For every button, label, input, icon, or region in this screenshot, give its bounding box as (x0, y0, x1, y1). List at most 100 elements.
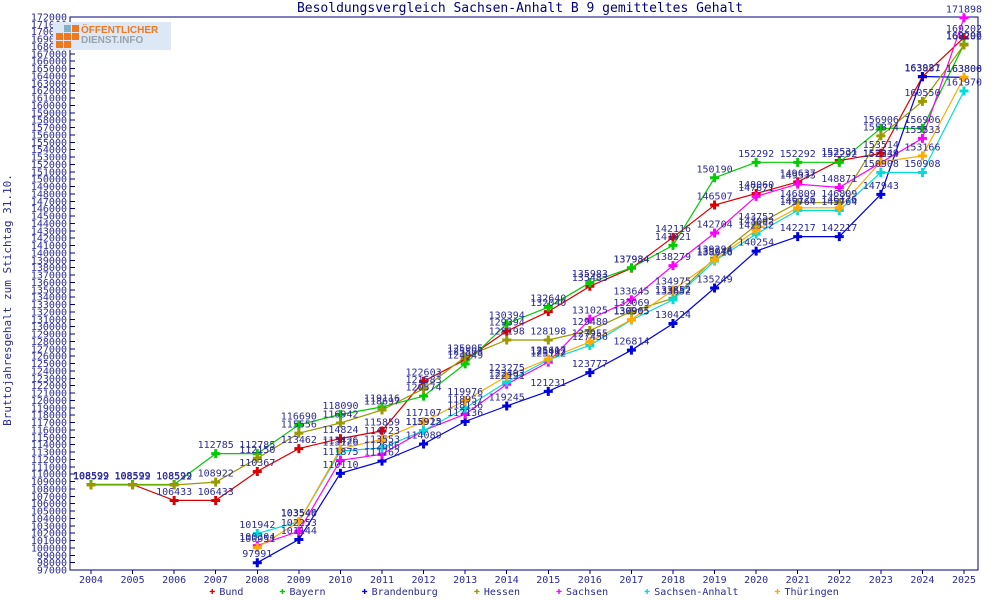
point-value-label: 137984 (613, 254, 649, 265)
series-line-bayern (91, 44, 965, 486)
y-tick-label: 116000 (31, 425, 67, 436)
point-marker (876, 123, 886, 133)
point-value-label: 111875 (322, 447, 358, 458)
point-value-label: 97991 (242, 549, 272, 560)
point-value-label: 106433 (156, 487, 192, 498)
y-tick-label: 120000 (31, 396, 67, 407)
point-marker (294, 444, 304, 454)
x-tick-label: 2023 (869, 575, 893, 586)
legend-label: Hessen (483, 586, 520, 598)
point-marker (876, 131, 886, 141)
point-marker (252, 529, 262, 539)
y-tick-label: 163000 (31, 79, 67, 90)
point-value-label: 102253 (281, 518, 317, 529)
point-value-label: 130965 (613, 306, 649, 317)
point-value-label: 143752 (738, 212, 774, 223)
point-value-label: 127456 (572, 332, 608, 343)
point-marker (377, 426, 387, 436)
point-value-label: 112150 (239, 445, 275, 456)
point-value-label: 132040 (530, 298, 566, 309)
point-marker (294, 420, 304, 430)
point-value-label: 152349 (863, 148, 899, 159)
legend-marker-icon: ✚ (644, 586, 651, 597)
legend-item-sachsen: ✚ Sachsen (556, 587, 608, 598)
point-marker (419, 384, 429, 394)
point-value-label: 138279 (655, 252, 691, 263)
point-marker (335, 418, 345, 428)
point-value-label: 111762 (364, 448, 400, 459)
point-marker (460, 409, 470, 419)
point-marker (710, 255, 720, 265)
point-marker (502, 377, 512, 387)
point-value-label: 146809 (821, 189, 857, 200)
point-value-label: 168296 (946, 31, 982, 42)
legend-marker-icon: ✚ (361, 586, 368, 597)
y-axis-ticks: 9700098000990001000001010001020001030001… (31, 13, 75, 577)
logo-icon (56, 25, 79, 48)
x-tick-label: 2006 (162, 575, 186, 586)
x-tick-label: 2017 (619, 575, 643, 586)
y-tick-label: 131000 (31, 315, 67, 326)
point-value-label: 118136 (447, 401, 483, 412)
point-value-label: 137934 (613, 255, 649, 266)
legend-item-bayern: ✚ Bayern (279, 587, 325, 598)
logo-text-line1: ÖFFENTLICHER (81, 25, 159, 36)
x-tick-label: 2004 (79, 575, 103, 586)
point-value-label: 130394 (489, 310, 525, 321)
point-value-label: 169202 (946, 24, 982, 35)
y-tick-label: 135000 (31, 285, 67, 296)
point-marker (751, 225, 761, 235)
point-value-label: 129394 (489, 318, 525, 329)
point-value-label: 148060 (738, 180, 774, 191)
x-tick-label: 2016 (578, 575, 602, 586)
y-tick-label: 166000 (31, 57, 67, 68)
point-value-label: 108599 (73, 471, 109, 482)
point-marker (419, 425, 429, 435)
y-tick-label: 139000 (31, 256, 67, 267)
point-marker (626, 315, 636, 325)
point-marker (710, 228, 720, 238)
point-value-label: 100051 (239, 534, 275, 545)
point-value-label: 110110 (322, 460, 358, 471)
point-marker (252, 453, 262, 463)
point-value-label: 119245 (489, 392, 525, 403)
point-value-label: 116942 (322, 409, 358, 420)
x-tick-label: 2015 (536, 575, 560, 586)
point-marker (294, 517, 304, 527)
point-value-label: 150908 (863, 159, 899, 170)
y-tick-label: 169000 (31, 35, 67, 46)
legend-label: Sachsen-Anhalt (654, 586, 739, 598)
point-value-label: 133652 (655, 286, 691, 297)
point-value-label: 128198 (489, 326, 525, 337)
point-value-label: 108922 (198, 469, 234, 480)
point-value-label: 123275 (489, 363, 525, 374)
point-marker (335, 434, 345, 444)
point-marker (710, 173, 720, 183)
y-tick-label: 117000 (31, 418, 67, 429)
point-marker (834, 183, 844, 193)
point-value-label: 156906 (863, 115, 899, 126)
logo-text: ÖFFENTLICHER DIENST.INFO (81, 26, 158, 46)
y-tick-label: 105000 (31, 507, 67, 518)
x-tick-label: 2019 (703, 575, 727, 586)
y-tick-label: 127000 (31, 344, 67, 355)
point-value-label: 146126 (780, 194, 816, 205)
point-value-label: 131025 (572, 306, 608, 317)
point-value-label: 127955 (572, 328, 608, 339)
x-tick-label: 2005 (121, 575, 145, 586)
legend-label: Bund (219, 586, 244, 598)
y-tick-label: 160000 (31, 101, 67, 112)
site-logo[interactable]: ÖFFENTLICHER DIENST.INFO (53, 22, 171, 50)
point-value-label: 125192 (530, 349, 566, 360)
point-marker (502, 326, 512, 336)
point-marker (377, 443, 387, 453)
point-value-label: 163806 (946, 64, 982, 75)
y-tick-label: 153000 (31, 153, 67, 164)
point-marker (502, 371, 512, 381)
y-tick-label: 142000 (31, 234, 67, 245)
point-marker (751, 246, 761, 256)
point-value-label: 113126 (322, 438, 358, 449)
y-tick-label: 130000 (31, 322, 67, 333)
point-value-label: 143092 (738, 217, 774, 228)
legend-label: Thüringen (784, 586, 839, 598)
